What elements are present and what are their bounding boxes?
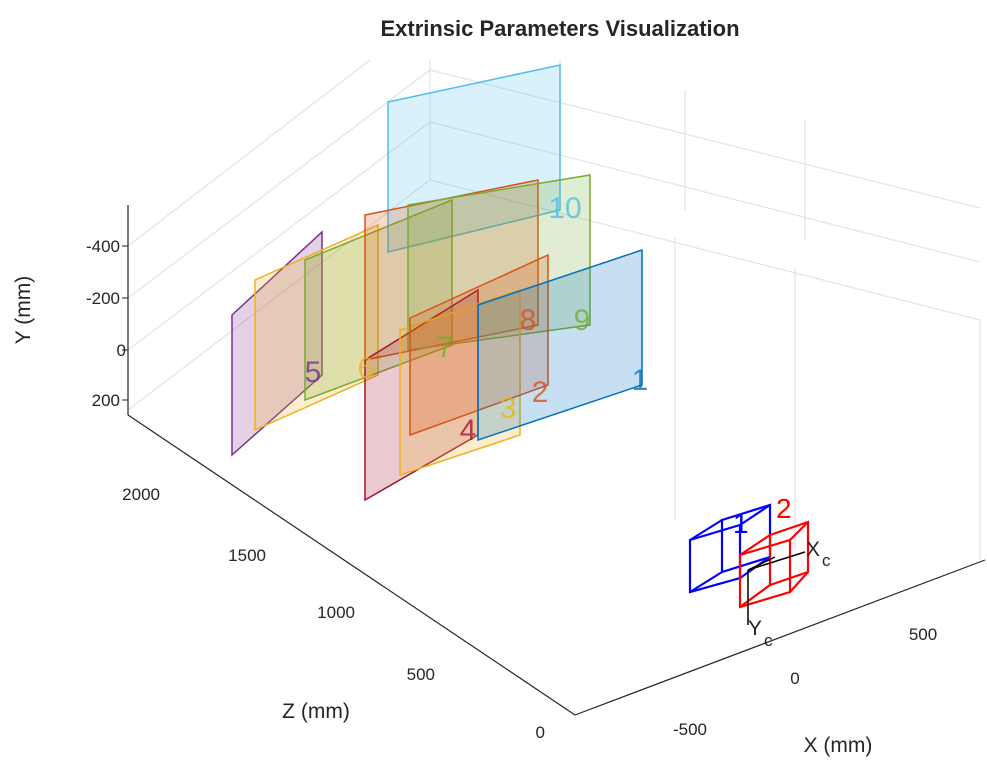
x-tick-label: 500 [909,625,937,644]
camera-frustum-edge [739,504,771,526]
camera-frustum-edge [689,519,723,541]
camera-frustum-edge [789,571,809,593]
camera-frustum-edge [789,521,809,541]
camera-y-subscript: c [764,631,773,650]
pattern-index-label: 9 [574,304,591,337]
x-axis-label: X (mm) [804,734,873,757]
camera-x-axis [747,551,806,571]
axes-lines [127,205,986,716]
y-tick-label: 0 [117,341,126,360]
pattern-index-label: 1 [632,364,649,397]
pattern-index-label: 8 [520,304,537,337]
pattern-plane-10 [387,64,561,253]
camera-frustum-edge [739,534,771,556]
camera-x-subscript: c [822,551,831,570]
calibration-patterns: 1 234 5 6 7 8 9 10 [231,64,649,502]
pattern-plane-3 [399,288,521,477]
x-tick-label: 0 [790,669,799,688]
y-tick-label: 200 [92,391,120,410]
camera-label: 1 [733,508,749,539]
z-tick-label: 1000 [317,603,355,622]
z-tick-label: 2000 [122,485,160,504]
y-ticks: -400 -200 0 200 [86,237,128,410]
grid-lines [127,59,981,560]
z-tick-label: 1500 [228,546,266,565]
camera-x-label: X [806,538,820,561]
x-tick-label: -500 [673,720,707,739]
camera-frustum-edge [739,584,771,608]
camera-frustum-edge [689,571,723,593]
chart-title: Extrinsic Parameters Visualization [380,16,739,41]
camera-z-axis [747,556,776,571]
pattern-index-label: 6 [358,352,375,385]
pattern-plane-1 [477,248,643,442]
z-tick-label: 0 [536,723,545,742]
z-axis-label: Z (mm) [282,700,350,723]
z-ticks: 0 500 1000 1500 2000 [122,485,545,742]
cameras: 1 2X cYc [688,493,831,650]
pattern-plane-2 [409,253,549,437]
pattern-index-label: 4 [460,414,477,447]
pattern-plane-9 [407,174,591,351]
y-tick-label: -400 [86,237,120,256]
pattern-index-label: 2 [532,376,549,409]
pattern-index-label: 10 [548,192,581,225]
y-tick-label: -200 [86,289,120,308]
pattern-plane-6 [254,223,379,432]
pattern-index-label: 7 [437,331,454,364]
pattern-index-label: 5 [305,356,322,389]
x-ticks: -500 0 500 [673,625,937,739]
camera-label: 2 [776,493,792,524]
z-tick-label: 500 [407,665,435,684]
pattern-index-label: 3 [500,392,517,425]
camera-y-label: Y [748,617,762,640]
y-axis-label: Y (mm) [12,276,35,344]
